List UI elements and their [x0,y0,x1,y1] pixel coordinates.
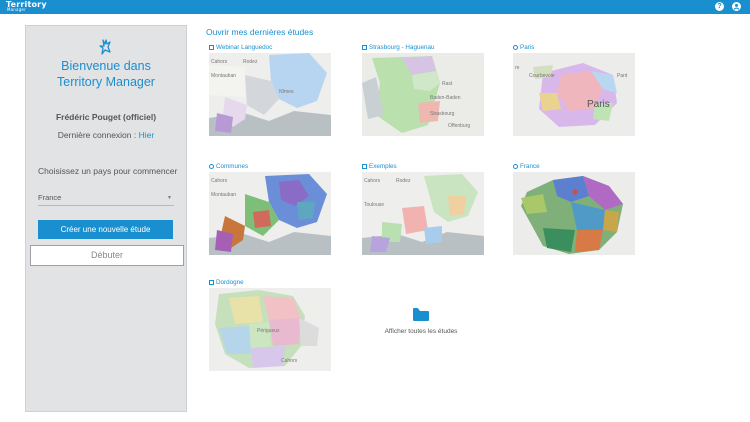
study-title-text: Webinar Languedoc [216,44,273,51]
refresh-icon [513,163,518,169]
all-studies-label[interactable]: Afficher toutes les études [384,328,458,335]
square-icon [362,163,367,169]
caret-down-icon: ▼ [167,195,172,201]
study-title[interactable]: Strasbourg - Haguenau [362,44,434,51]
study-map-thumbnail[interactable]: Cahors Montauban [209,172,331,255]
svg-text:Périgueux: Périgueux [257,328,280,334]
study-title-text: Communes [216,163,249,170]
study-title[interactable]: Paris [513,44,534,51]
user-name: Frédéric Pouget (officiel) [55,112,157,122]
study-map-thumbnail[interactable]: Périgueux Cahors [209,288,331,371]
svg-text:Paris: Paris [587,99,610,110]
svg-text:re: re [515,65,520,71]
welcome-line-2: Territory Manager [57,75,155,89]
help-icon[interactable]: ? [715,2,724,11]
svg-text:Nîmes: Nîmes [279,89,294,95]
svg-text:Cahors: Cahors [364,178,381,184]
svg-text:Rodez: Rodez [243,59,258,65]
svg-text:Pant: Pant [617,73,628,79]
study-title[interactable]: France [513,163,540,170]
logo-subtext: Manager [7,7,26,12]
choose-country-label: Choisissez un pays pour commencer [38,166,178,176]
start-button[interactable]: Débuter [30,245,184,266]
study-title[interactable]: Exemples [362,163,397,170]
svg-text:Strasbourg: Strasbourg [430,111,455,117]
last-login-label: Dernière connexion : [57,130,137,140]
svg-text:Montauban: Montauban [211,192,236,198]
study-title-text: Paris [520,44,535,51]
svg-text:Rast: Rast [442,81,453,87]
study-title[interactable]: Communes [209,163,248,170]
square-icon [209,279,214,285]
study-map-thumbnail[interactable]: re Courbevoie Paris Pant [513,53,635,136]
study-map-thumbnail[interactable]: Cahors Rodez Montauban Nîmes [209,53,331,136]
welcome-panel: Bienvenue dans Territory Manager Frédéri… [25,25,187,412]
app-logo[interactable]: Territory Manager [6,1,47,12]
study-title[interactable]: Dordogne [209,279,244,286]
svg-text:Courbevoie: Courbevoie [529,73,555,79]
hand-pointer-icon [99,39,113,60]
welcome-line-1: Bienvenue dans [61,59,151,73]
last-login: Dernière connexion : Hier [26,130,186,140]
study-map-thumbnail[interactable]: Cahors Rodez Toulouse [362,172,484,255]
study-title-text: Strasbourg - Haguenau [369,44,435,51]
dot-icon [513,44,518,50]
study-title-text: France [520,163,540,170]
square-icon [362,44,367,50]
svg-text:Cahors: Cahors [211,59,228,65]
study-map-thumbnail[interactable]: Rast Baden-Baden Strasbourg Offenburg [362,53,484,136]
study-map-thumbnail[interactable] [513,172,635,255]
top-bar: Territory Manager ? [0,0,750,14]
study-title[interactable]: Webinar Languedoc [209,44,272,51]
study-title-text: Dordogne [216,279,244,286]
user-icon[interactable] [732,2,741,11]
svg-text:Cahors: Cahors [211,178,228,184]
svg-text:Toulouse: Toulouse [364,202,384,208]
recent-studies-title: Ouvrir mes dernières études [206,27,314,37]
svg-text:Montauban: Montauban [211,73,236,79]
svg-text:Rodez: Rodez [396,178,411,184]
welcome-title: Bienvenue dans Territory Manager [26,58,186,90]
svg-text:Baden-Baden: Baden-Baden [430,95,461,101]
square-icon [209,44,214,50]
logo-text: Territory [6,0,47,9]
country-select-value: France [38,193,62,202]
all-studies-link[interactable]: Afficher toutes les études [360,290,482,370]
refresh-icon [209,163,214,169]
last-login-link[interactable]: Hier [138,130,155,140]
study-title-text: Exemples [369,163,397,170]
country-select[interactable]: France ▼ [38,193,174,206]
svg-text:Cahors: Cahors [281,358,298,364]
folder-icon [413,308,429,326]
create-study-button[interactable]: Créer une nouvelle étude [38,220,173,239]
svg-text:Offenburg: Offenburg [448,123,470,129]
